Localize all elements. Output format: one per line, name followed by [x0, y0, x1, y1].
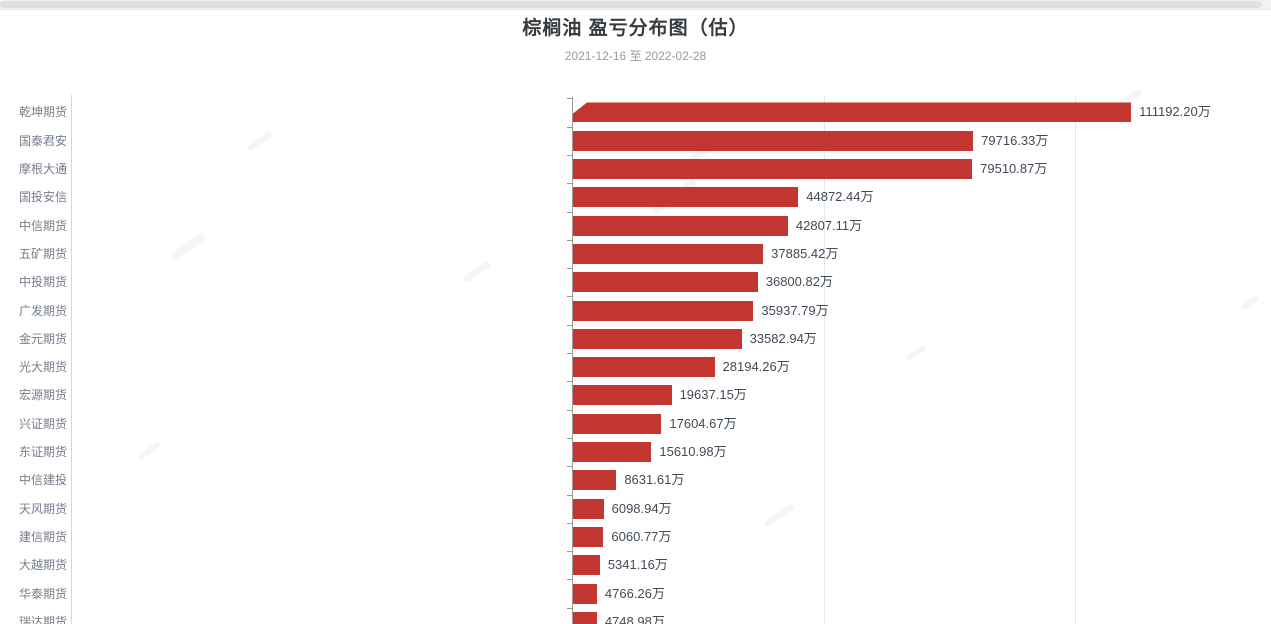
bar-17[interactable] [573, 583, 597, 604]
category-label: 东证期货 [18, 445, 67, 460]
grid-left-border [71, 95, 72, 624]
chart-title: 棕榈油 盈亏分布图（估） [522, 18, 749, 39]
category-label: 国泰君安 [18, 133, 67, 148]
y-axis-tick [567, 494, 572, 496]
watermark-artifact [246, 130, 274, 152]
value-label: 28194.26万 [722, 359, 790, 375]
bar-9[interactable] [573, 357, 715, 378]
category-label: 广发期货 [18, 303, 67, 318]
category-label: 五矿期货 [18, 246, 67, 261]
value-label: 79716.33万 [981, 132, 1049, 148]
watermark-artifact [169, 232, 207, 262]
y-axis-tick [567, 268, 572, 270]
x-gridline [1075, 95, 1076, 624]
y-axis-tick [567, 98, 572, 100]
category-label: 中投期货 [18, 275, 67, 290]
bar-6[interactable] [573, 272, 758, 293]
category-label: 乾坤期货 [18, 105, 67, 120]
y-axis-tick [567, 522, 572, 524]
bar-1[interactable] [573, 130, 974, 151]
scrollbar-thumb[interactable] [0, 1, 1262, 8]
value-label: 8631.61万 [624, 472, 685, 488]
x-gridline [824, 95, 825, 624]
y-axis-zero-line [572, 97, 573, 624]
watermark-artifact [136, 441, 162, 461]
y-axis-tick [567, 211, 572, 213]
value-label: 4766.26万 [604, 585, 665, 601]
y-axis-tick [567, 607, 572, 609]
value-label: 37885.42万 [771, 245, 839, 261]
value-label: 6060.77万 [611, 528, 672, 544]
category-label: 光大期货 [18, 360, 67, 375]
horizontal-scrollbar[interactable] [0, 0, 1271, 10]
bar-7[interactable] [573, 300, 754, 321]
category-label: 建信期货 [18, 529, 67, 544]
bar-0[interactable] [573, 102, 1132, 123]
category-label: 中信期货 [18, 218, 67, 233]
value-label: 15610.98万 [659, 444, 727, 460]
y-axis-tick [567, 437, 572, 439]
bar-16[interactable] [573, 555, 600, 576]
bar-18[interactable] [573, 611, 597, 624]
value-label: 19637.15万 [679, 387, 747, 403]
y-axis-tick [567, 409, 572, 411]
y-axis-tick [567, 466, 572, 468]
bar-14[interactable] [573, 498, 604, 519]
category-label: 国投安信 [18, 190, 67, 205]
y-axis-tick [567, 154, 572, 156]
value-label: 17604.67万 [669, 415, 737, 431]
category-label: 兴证期货 [18, 416, 67, 431]
y-axis-tick [567, 381, 572, 383]
bar-13[interactable] [573, 470, 617, 491]
bar-12[interactable] [573, 442, 652, 463]
category-label: 宏源期货 [18, 388, 67, 403]
value-label: 33582.94万 [749, 330, 817, 346]
y-axis-tick [567, 126, 572, 128]
bar-4[interactable] [573, 215, 788, 236]
watermark-artifact [763, 502, 795, 529]
watermark-artifact [1240, 294, 1260, 312]
value-label: 35937.79万 [761, 302, 829, 318]
value-label: 4748.98万 [604, 613, 665, 624]
y-axis-tick [567, 183, 572, 185]
y-axis-tick [567, 579, 572, 581]
bar-8[interactable] [573, 328, 742, 349]
category-label: 摩根大通 [18, 162, 67, 177]
category-label: 中信建投 [18, 473, 67, 488]
value-label: 36800.82万 [765, 274, 833, 290]
bar-10[interactable] [573, 385, 672, 406]
value-label: 111192.20万 [1139, 104, 1211, 120]
y-axis-tick [567, 239, 572, 241]
value-label: 79510.87万 [980, 161, 1048, 177]
bar-15[interactable] [573, 526, 604, 547]
value-label: 44872.44万 [806, 189, 874, 205]
category-label: 金元期货 [18, 331, 67, 346]
y-axis-tick [567, 296, 572, 298]
y-axis-tick [567, 324, 572, 326]
category-label: 瑞达期货 [18, 614, 67, 624]
watermark-artifact [905, 344, 927, 362]
y-axis-tick [567, 353, 572, 354]
bar-3[interactable] [573, 187, 799, 208]
category-label: 大越期货 [18, 558, 67, 573]
value-label: 5341.16万 [607, 557, 668, 573]
watermark-artifact [462, 260, 492, 283]
chart-subtitle: 2021-12-16 至 2022-02-28 [564, 49, 707, 63]
category-label: 华泰期货 [18, 586, 67, 601]
bar-11[interactable] [573, 413, 662, 434]
value-label: 6098.94万 [611, 500, 672, 516]
bar-5[interactable] [573, 243, 764, 264]
bar-2[interactable] [573, 159, 973, 180]
value-label: 42807.11万 [795, 217, 863, 233]
category-label: 天风期货 [18, 501, 67, 516]
y-axis-tick [567, 551, 572, 553]
